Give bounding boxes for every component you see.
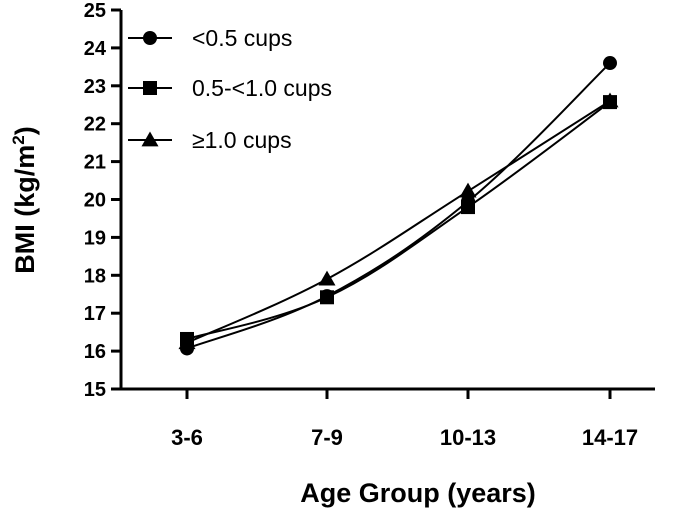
series-markers (178, 56, 619, 356)
y-tick-label-22: 22 (84, 114, 106, 136)
point-triangle-14-17 (601, 92, 619, 108)
point-circle-14-17 (603, 56, 617, 71)
legend-marker-square (143, 81, 157, 95)
legend-label-circle: <0.5 cups (192, 25, 292, 51)
y-axis-title-close: ) (10, 126, 40, 135)
y-axis-title-main: BMI (kg/m (10, 145, 40, 274)
series-lines (186, 62, 611, 350)
point-triangle-3-6 (178, 334, 196, 350)
x-tick-label-7-9: 7-9 (311, 425, 343, 450)
x-tick-label-3-6: 3-6 (171, 425, 203, 450)
y-tick-label-23: 23 (84, 76, 106, 98)
series-line-circle (186, 62, 611, 350)
x-tick-label-10-13: 10-13 (440, 425, 496, 450)
y-tick-label-19: 19 (84, 227, 106, 249)
x-ticks: 3-6 7-9 10-13 14-17 (171, 389, 638, 450)
y-tick-label-15: 15 (84, 379, 106, 401)
legend-label-square: 0.5-<1.0 cups (192, 75, 332, 101)
series-line-triangle (186, 100, 611, 344)
y-tick-label-17: 17 (84, 303, 106, 325)
x-axis-title: Age Group (years) (300, 478, 536, 508)
y-tick-label-24: 24 (84, 38, 107, 60)
y-tick-label-20: 20 (84, 190, 106, 212)
y-tick-label-18: 18 (84, 265, 106, 287)
series-line-square (186, 101, 611, 340)
y-ticks: 15 16 17 18 19 20 21 22 23 24 25 (84, 0, 121, 401)
legend-marker-circle (143, 31, 157, 45)
point-triangle-7-9 (318, 270, 336, 286)
x-tick-label-14-17: 14-17 (582, 425, 638, 450)
point-square-10-13 (461, 200, 475, 215)
legend: <0.5 cups 0.5-<1.0 cups ≥1.0 cups (128, 25, 332, 153)
y-tick-label-16: 16 (84, 341, 106, 363)
y-tick-label-25: 25 (84, 0, 106, 22)
y-tick-label-21: 21 (84, 152, 106, 174)
legend-marker-triangle (141, 131, 159, 147)
point-triangle-10-13 (459, 182, 477, 198)
y-axis-title-superscript: 2 (9, 135, 28, 144)
axes (119, 10, 655, 391)
y-axis-title: BMI (kg/m2) (9, 126, 40, 273)
legend-label-triangle: ≥1.0 cups (192, 127, 292, 153)
point-square-7-9 (320, 290, 334, 305)
